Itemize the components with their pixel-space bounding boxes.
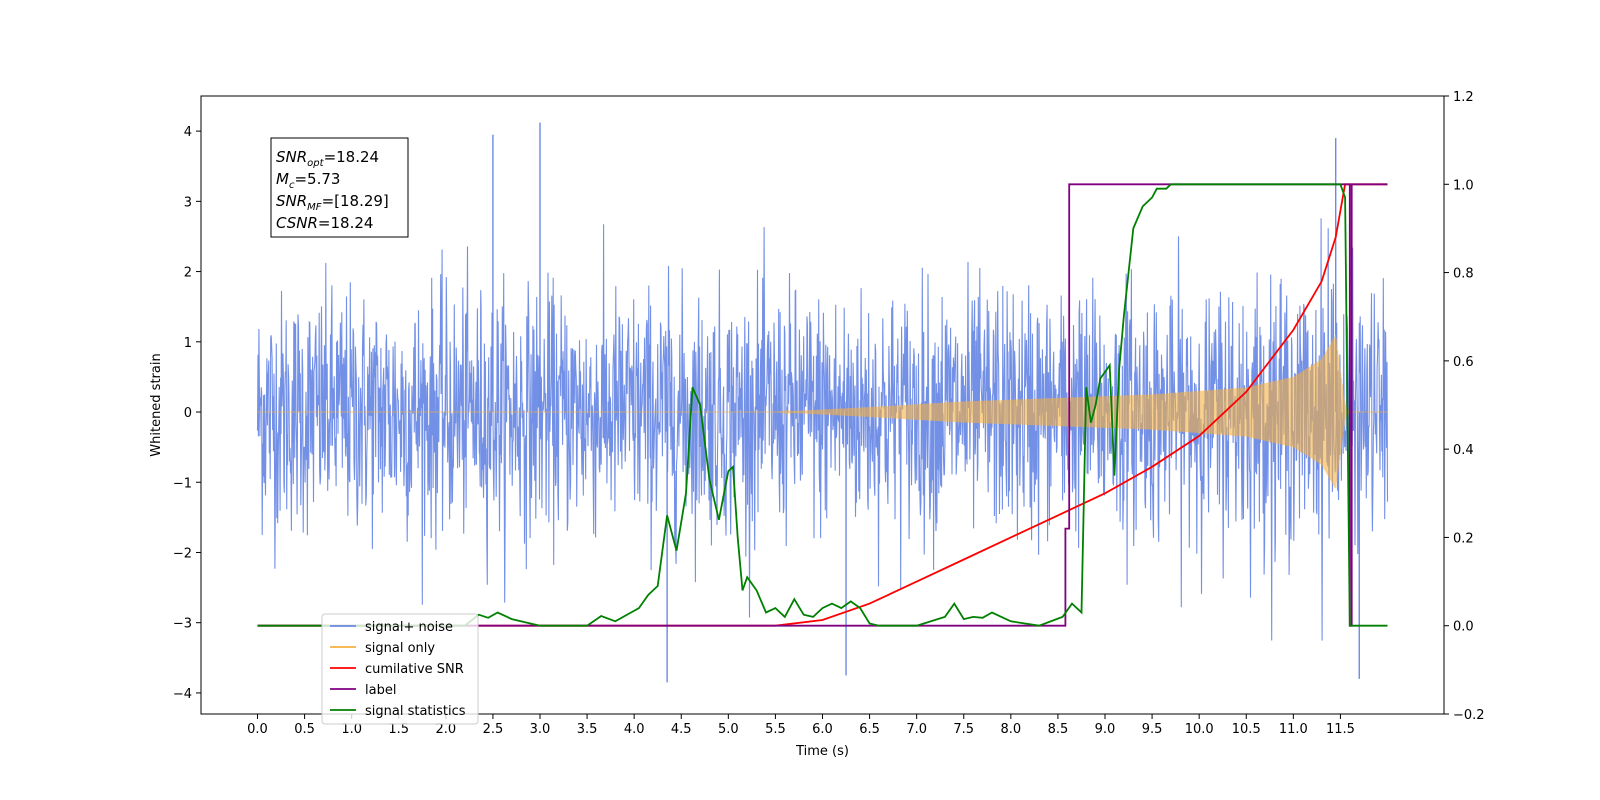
annotation-value: =18.24 [318, 214, 374, 232]
x-tick-label: 8.0 [1000, 722, 1021, 737]
x-tick-label: 8.5 [1048, 722, 1069, 737]
annotation-line: SNRMF=[18.29] [276, 192, 389, 213]
annotation-symbol: SNR [276, 148, 307, 166]
y-left-tick-label: 4 [184, 125, 192, 140]
annotation-line: Mc=5.73 [276, 170, 340, 191]
legend: signal+ noise signal only cumilative SNR la… [321, 613, 479, 725]
y-left-axis-label: Whitened strain [149, 353, 164, 456]
series-signal-only [257, 335, 1388, 489]
y-right-tick-label: −0.2 [1453, 708, 1485, 723]
y-left-tick-label: 3 [184, 195, 192, 210]
y-left-tick-label: 2 [184, 266, 192, 281]
y-right-tick-label: 1.0 [1453, 178, 1474, 193]
x-tick-label: 9.5 [1142, 722, 1163, 737]
y-right-tick-label: 0.6 [1453, 355, 1474, 370]
x-tick-label: 9.0 [1095, 722, 1116, 737]
annotation-value: =18.24 [324, 148, 380, 166]
x-tick-label: 1.5 [388, 722, 409, 737]
x-axis-label: Time (s) [795, 744, 849, 759]
annotation-line: CSNR=18.24 [276, 214, 373, 232]
y-left-tick-label: 0 [184, 406, 192, 421]
y-right-tick-label: 0.4 [1453, 443, 1474, 458]
x-tick-label: 10.0 [1185, 722, 1214, 737]
x-tick-label: 7.0 [906, 722, 927, 737]
annotation-line: SNRopt=18.24 [276, 148, 379, 169]
x-tick-label: 3.5 [577, 722, 598, 737]
x-tick-label: 6.0 [812, 722, 833, 737]
annotation-symbol: M [276, 170, 289, 188]
annotation-frame [270, 137, 409, 238]
x-tick-label: 3.0 [530, 722, 551, 737]
legend-entry-label: label [365, 683, 396, 698]
x-tick-label: 4.0 [624, 722, 645, 737]
series-cumilative-snr [257, 183, 1388, 627]
y-right-tick-label: 0.2 [1453, 531, 1474, 546]
y-left-tick-label: −1 [173, 476, 192, 491]
x-tick-label: 7.5 [953, 722, 974, 737]
y-right-tick-label: 1.2 [1453, 90, 1474, 105]
annotation-box: SNRopt=18.24Mc=5.73SNRMF=[18.29]CSNR=18.… [270, 137, 409, 238]
x-tick-label: 11.0 [1279, 722, 1308, 737]
x-tick-label: 10.5 [1232, 722, 1261, 737]
annotation-subscript: opt [307, 158, 324, 169]
y-right-tick-label: 0.0 [1453, 620, 1474, 635]
y-left-tick-label: 1 [184, 336, 192, 351]
legend-entry-label: cumilative SNR [365, 662, 464, 677]
x-tick-label: 0.5 [294, 722, 315, 737]
annotation-symbol: SNR [276, 192, 307, 210]
legend-frame [321, 613, 479, 725]
annotation-subscript: MF [307, 202, 322, 213]
series-signal-noise [256, 218, 1389, 641]
annotation-symbol: CSNR [276, 214, 318, 232]
y-left-tick-label: −3 [173, 617, 192, 632]
x-tick-label: 4.5 [671, 722, 692, 737]
x-tick-label: 0.0 [247, 722, 268, 737]
y-left-tick-label: −4 [173, 687, 192, 702]
axes: 0.0 0.5 1.0 1.5 2.0 2.5 3.0 3.5 4.0 4.5 5.0 5.5 6.0 6… [149, 90, 1485, 759]
y-right-tick-label: 0.8 [1453, 267, 1474, 282]
x-tick-label: 6.5 [859, 722, 880, 737]
series-signal-statistics [257, 183, 1388, 627]
y-left-tick-label: −2 [173, 546, 192, 561]
x-tick-label: 5.0 [718, 722, 739, 737]
x-tick-label: 1.0 [341, 722, 362, 737]
annotation-value: =5.73 [294, 170, 340, 188]
annotation-value: =[18.29] [322, 192, 389, 210]
annotation-subscript: c [289, 180, 295, 191]
x-tick-label: 11.5 [1326, 722, 1355, 737]
x-tick-label: 5.5 [765, 722, 786, 737]
plot-area [256, 122, 1389, 683]
legend-entry-label: signal statistics [365, 704, 466, 719]
legend-entry-label: signal only [365, 641, 435, 656]
x-tick-label: 2.5 [483, 722, 504, 737]
x-tick-label: 2.0 [435, 722, 456, 737]
legend-entry-label: signal+ noise [365, 620, 453, 635]
